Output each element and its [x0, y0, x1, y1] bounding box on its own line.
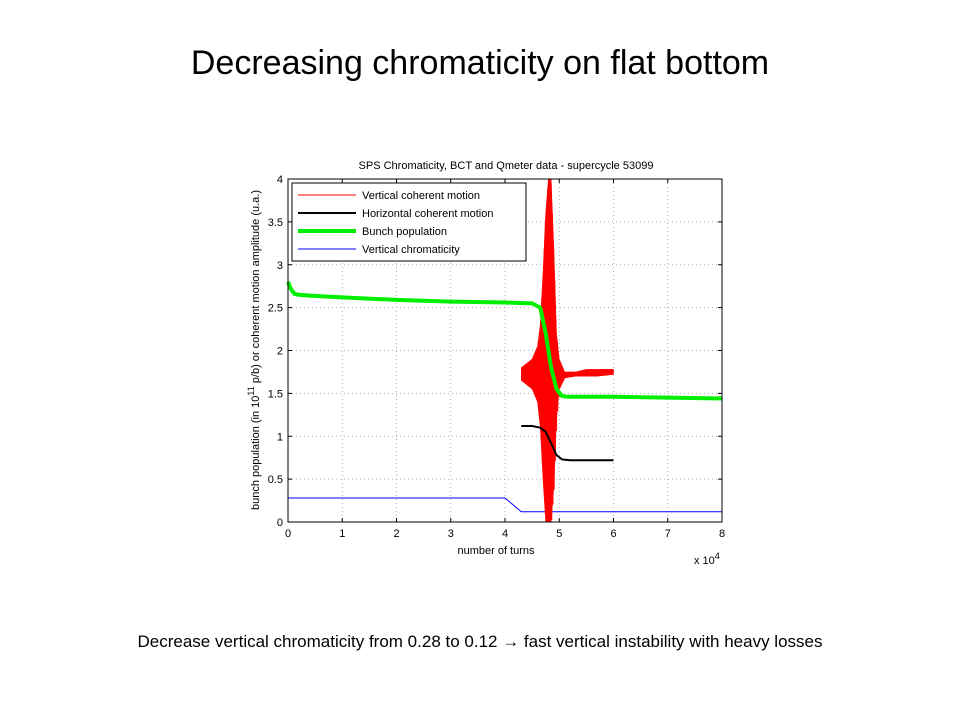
x-tick-label: 4: [502, 528, 508, 540]
y-tick-label: 3: [277, 260, 283, 272]
y-axis-label: bunch population (in 1011 p/b) or cohere…: [246, 190, 262, 510]
legend-box: [291, 182, 527, 262]
x-axis-multiplier-base: x 10: [694, 555, 715, 567]
y-tick-label: 1: [277, 431, 283, 443]
x-tick-label: 3: [448, 528, 454, 540]
legend: Vertical coherent motion Horizontal coher…: [291, 182, 527, 262]
x-tick-label: 5: [556, 528, 562, 540]
y-tick-label: 2.5: [268, 303, 283, 315]
series-bunch-population: [286, 281, 723, 401]
slide-title: Decreasing chromaticity on flat bottom: [190, 44, 770, 82]
caption-text-before: Decrease vertical chromaticity from 0.28…: [137, 632, 503, 651]
series-vertical-coherent-motion: [521, 178, 614, 523]
y-tick-label: 0: [277, 517, 283, 529]
caption-text-after: fast vertical instability with heavy los…: [519, 632, 823, 651]
x-tick-label: 8: [719, 528, 725, 540]
x-axis-multiplier: x 104: [694, 551, 720, 567]
legend-label-vertical-coherent-motion: Vertical coherent motion: [362, 190, 480, 202]
chart-title: SPS Chromaticity, BCT and Qmeter data - …: [359, 160, 654, 172]
x-tick-label: 1: [339, 528, 345, 540]
y-tick-label: 2: [277, 346, 283, 358]
y-axis-label-part2: p/b) or coherent motion amplitude (u.a.): [250, 190, 262, 386]
y-tick-label: 1.5: [268, 388, 283, 400]
y-tick-label: 4: [277, 174, 283, 186]
series-horizontal-coherent-motion: [521, 424, 614, 462]
legend-label-vertical-chromaticity: Vertical chromaticity: [362, 244, 460, 256]
x-tick-label: 2: [393, 528, 399, 540]
x-tick-label: 0: [285, 528, 291, 540]
x-axis-multiplier-exponent: 4: [715, 551, 720, 561]
y-axis-label-part1: bunch population (in 10: [250, 396, 262, 510]
y-axis-label-exponent: 11: [246, 386, 256, 395]
x-tick-label: 7: [665, 528, 671, 540]
caption-arrow-icon: →: [502, 632, 520, 651]
x-axis-label: number of turns: [457, 545, 535, 557]
series-vertical-chromaticity: [288, 497, 722, 513]
ticks: 0 1 2 3 4 5 6 7 8 0 0.5 1 1.5 2 2.5 3 3.5 4: [268, 174, 725, 540]
chart: 0 1 2 3 4 5 6 7 8 0 0.5 1 1.5 2 2.5 3 3.5 4 SPS Chromatic…: [246, 160, 725, 567]
legend-label-bunch-population: Bunch population: [362, 226, 447, 238]
legend-label-horizontal-coherent-motion: Horizontal coherent motion: [362, 208, 493, 220]
slide-caption: Decrease vertical chromaticity from 0.28…: [0, 632, 960, 652]
series-vertical-coherent-motion-oscillation: [520, 178, 614, 523]
y-tick-label: 0.5: [268, 474, 283, 486]
x-tick-label: 6: [610, 528, 616, 540]
series-layer: [286, 178, 723, 523]
y-tick-label: 3.5: [268, 217, 283, 229]
